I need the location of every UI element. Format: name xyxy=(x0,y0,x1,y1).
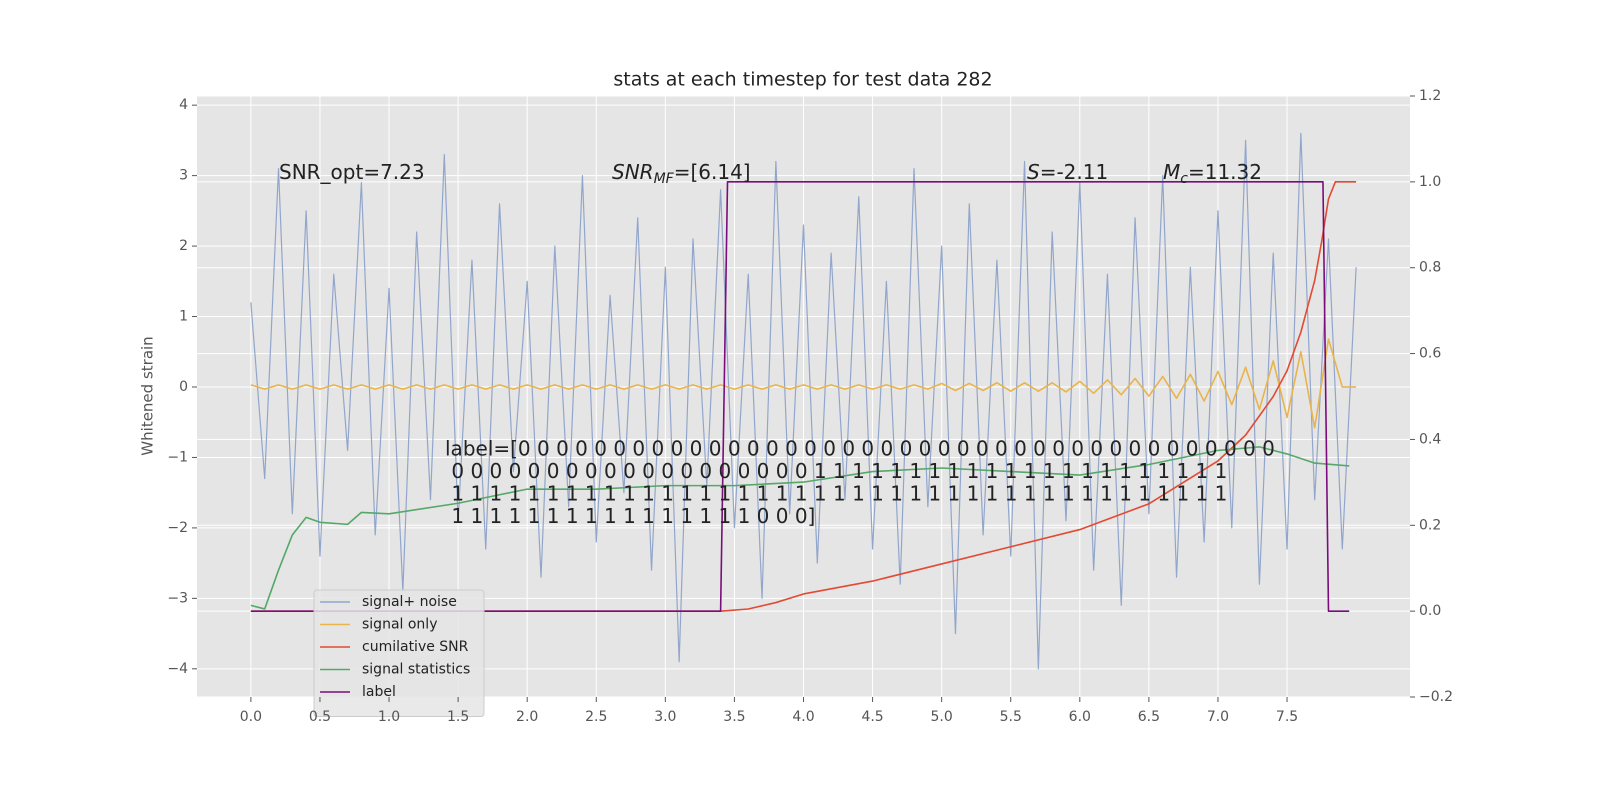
y-tick-label: −2 xyxy=(167,520,188,536)
x-tick-label: 4.5 xyxy=(861,709,883,725)
label-line: 0 0 0 0 0 0 0 0 0 0 0 0 0 0 0 0 0 0 0 1 … xyxy=(445,459,1227,483)
y2-tick-label: 1.0 xyxy=(1419,174,1441,190)
y2-tick-label: −0.2 xyxy=(1419,689,1453,705)
legend-box xyxy=(313,589,485,717)
annotation-text: M xyxy=(1163,160,1180,184)
x-tick-label: 1.5 xyxy=(447,709,469,725)
y-tick-label: −1 xyxy=(167,449,188,465)
series-line xyxy=(250,338,1357,429)
series-line xyxy=(250,132,1357,670)
y2-tick-label: 1.2 xyxy=(1419,88,1441,104)
x-tick-label: 3.0 xyxy=(654,709,676,725)
annotation: SNRMF=[6.14] xyxy=(612,160,751,188)
y-tick-label: 3 xyxy=(179,168,188,184)
legend-label: label xyxy=(362,684,396,700)
y-axis-label: Whitened strain xyxy=(139,336,157,455)
y2-tick-label: 0.2 xyxy=(1419,517,1441,533)
x-tick-label: 7.5 xyxy=(1276,709,1298,725)
annotation: Mc=11.32 xyxy=(1163,160,1262,188)
y2-tick-label: 0.4 xyxy=(1419,431,1441,447)
y2-tick-label: 0.0 xyxy=(1419,603,1441,619)
series-line xyxy=(250,181,1350,612)
y-tick-label: 2 xyxy=(179,238,188,254)
x-tick-label: 0.0 xyxy=(240,709,262,725)
legend-label: cumilative SNR xyxy=(362,639,469,655)
y2-tick-label: 0.8 xyxy=(1419,260,1441,276)
annotation-sub: c xyxy=(1180,171,1188,187)
annotation-sub: MF xyxy=(654,171,675,187)
annotation-text: SNR_opt=7.23 xyxy=(279,160,425,184)
legend: signal+ noise signal only cumilative SNR si… xyxy=(313,589,485,717)
x-tick-label: 3.5 xyxy=(723,709,745,725)
annotations: SNR_opt=7.23 SNRMF=[6.14] S=-2.11 Mc=11.32 l… xyxy=(279,160,1275,529)
chart-title: stats at each timestep for test data 282 xyxy=(613,69,992,91)
y-tick-label: 0 xyxy=(179,379,188,395)
x-tick-label: 6.0 xyxy=(1069,709,1091,725)
x-tick-label: 6.5 xyxy=(1138,709,1160,725)
annotation-tail: =11.32 xyxy=(1188,160,1262,184)
y2-tick-label: 0.6 xyxy=(1419,346,1441,362)
annotation-text: SNR xyxy=(612,160,654,184)
x-tick-label: 5.0 xyxy=(931,709,953,725)
x-tick-label: 7.0 xyxy=(1207,709,1229,725)
x-tick-label: 5.5 xyxy=(1000,709,1022,725)
legend-label: signal+ noise xyxy=(362,594,457,610)
y-tick-label: 1 xyxy=(179,309,188,325)
label-line: label=[0 0 0 0 0 0 0 0 0 0 0 0 0 0 0 0 0… xyxy=(445,437,1275,461)
label-line: 1 1 1 1 1 1 1 1 1 1 1 1 1 1 1 1 0 0 0] xyxy=(445,504,815,528)
lines xyxy=(250,132,1357,670)
series-line xyxy=(250,446,1350,610)
x-tick-label: 2.0 xyxy=(516,709,538,725)
y-tick-label: −3 xyxy=(167,590,188,606)
annotation-tail: =-2.11 xyxy=(1040,160,1109,184)
y-tick-label: 4 xyxy=(179,97,188,113)
x-tick-label: 1.0 xyxy=(378,709,400,725)
legend-label: signal statistics xyxy=(362,662,470,678)
x-tick-label: 0.5 xyxy=(309,709,331,725)
series-line xyxy=(250,181,1357,612)
y-tick-label: −4 xyxy=(167,661,188,677)
annotation-tail: =[6.14] xyxy=(674,160,751,184)
label-line: 1 1 1 1 1 1 1 1 1 1 1 1 1 1 1 1 1 1 1 1 … xyxy=(445,482,1227,506)
annotation: S=-2.11 xyxy=(1027,160,1108,184)
x-tick-label: 2.5 xyxy=(585,709,607,725)
annotation: SNR_opt=7.23 xyxy=(279,160,425,184)
annotation-text: S xyxy=(1027,160,1040,184)
legend-label: signal only xyxy=(362,617,437,633)
x-tick-label: 4.0 xyxy=(792,709,814,725)
